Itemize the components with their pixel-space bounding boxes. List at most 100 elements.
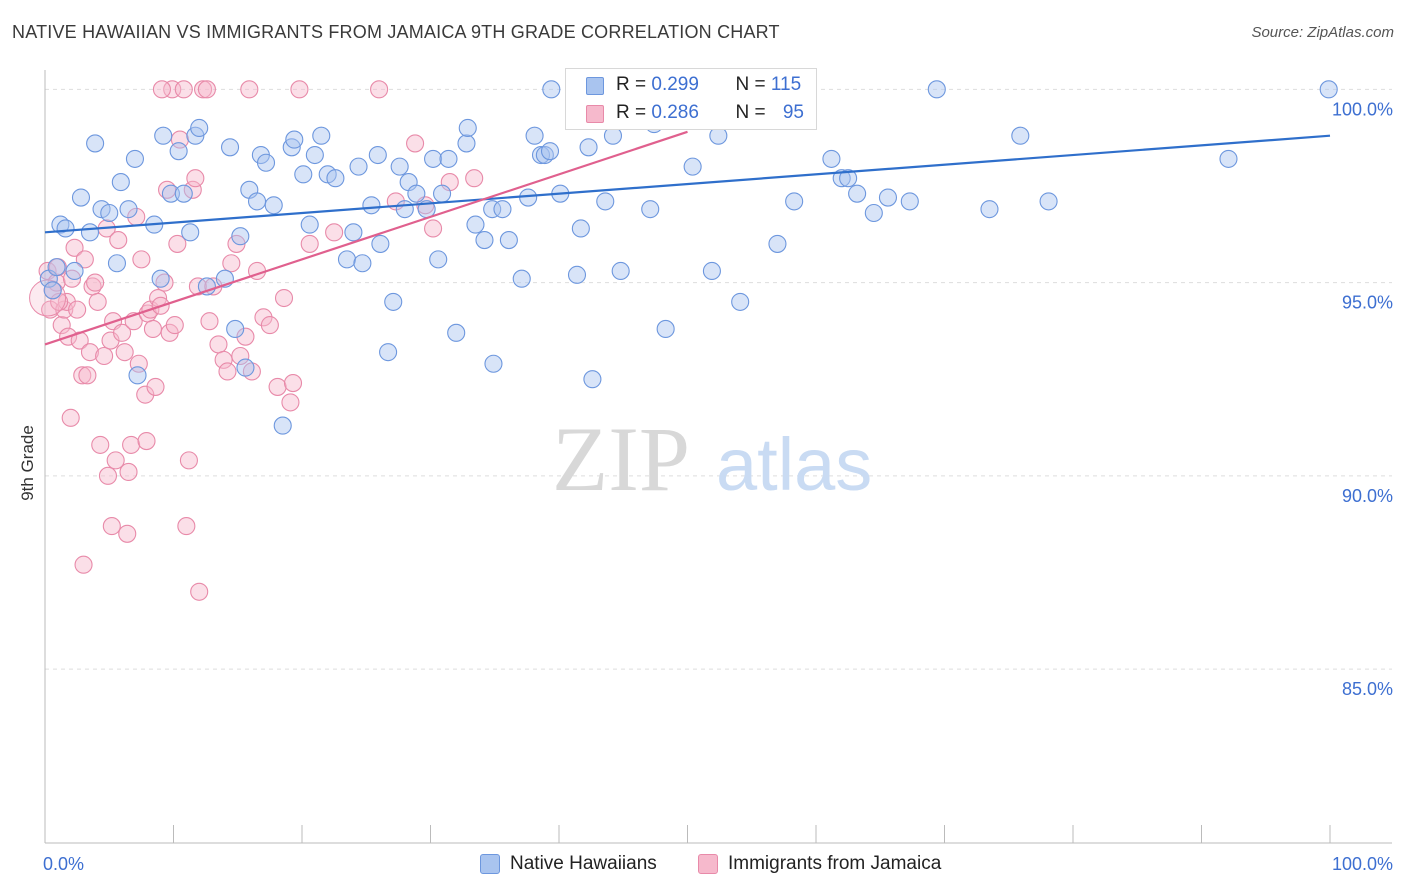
data-point-jamaica xyxy=(214,350,233,369)
x-tick-label-max: 100.0% xyxy=(1332,854,1393,874)
data-point-native-hawaiian xyxy=(579,138,598,157)
data-point-jamaica xyxy=(218,362,237,381)
data-point-native-hawaiian xyxy=(768,234,787,253)
legend-n-value: 95 xyxy=(782,102,804,123)
data-point-native-hawaiian xyxy=(86,134,105,153)
data-point-native-hawaiian xyxy=(337,250,357,269)
data-point-jamaica xyxy=(165,316,184,335)
x-tick-label-min: 0.0% xyxy=(43,854,84,874)
data-point-jamaica xyxy=(91,435,110,454)
data-point-jamaica xyxy=(240,80,259,99)
data-point-native-hawaiian xyxy=(161,184,180,203)
watermark-zip: ZIP xyxy=(552,408,690,510)
data-point-jamaica xyxy=(113,323,132,342)
data-point-native-hawaiian xyxy=(457,134,476,153)
data-point-native-hawaiian xyxy=(353,254,372,273)
data-point-jamaica xyxy=(424,219,443,238)
data-point-native-hawaiian xyxy=(285,130,304,149)
data-point-jamaica xyxy=(86,273,105,292)
data-point-jamaica xyxy=(465,169,484,188)
legend-r-label: R = xyxy=(616,74,652,95)
data-point-native-hawaiian xyxy=(174,184,193,203)
data-point-native-hawaiian xyxy=(475,231,494,250)
data-point-native-hawaiian xyxy=(466,215,485,234)
data-point-native-hawaiian xyxy=(154,126,173,145)
data-point-native-hawaiian xyxy=(226,319,245,339)
data-point-jamaica xyxy=(209,335,228,354)
data-point-jamaica xyxy=(109,231,128,250)
data-point-native-hawaiian xyxy=(864,203,883,223)
data-point-jamaica xyxy=(52,316,71,335)
data-point-jamaica xyxy=(119,462,138,482)
data-point-native-hawaiian xyxy=(390,157,409,176)
data-point-native-hawaiian xyxy=(458,118,477,138)
legend-row-jamaica: R = 0.286 N = 95 xyxy=(566,101,816,127)
data-point-native-hawaiian xyxy=(583,370,602,389)
data-point-jamaica xyxy=(132,250,151,269)
data-point-native-hawaiian xyxy=(832,169,851,188)
data-point-jamaica xyxy=(168,234,187,253)
data-point-native-hawaiian xyxy=(531,145,551,165)
data-point-jamaica xyxy=(194,80,213,99)
data-point-jamaica xyxy=(274,288,294,308)
legend-swatch-pink xyxy=(586,105,604,123)
y-tick-label: 100.0% xyxy=(1332,99,1393,119)
data-point-native-hawaiian xyxy=(731,292,750,311)
legend-series: Native Hawaiians Immigrants from Jamaica xyxy=(0,852,1406,878)
watermark: ZIP atlas xyxy=(552,408,872,510)
legend-n-label: N = xyxy=(735,74,771,95)
data-point-jamaica xyxy=(102,517,121,536)
data-point-native-hawaiian xyxy=(125,149,144,168)
data-point-native-hawaiian xyxy=(429,250,448,269)
data-point-native-hawaiian xyxy=(611,261,630,281)
data-point-jamaica xyxy=(129,354,148,373)
data-point-native-hawaiian xyxy=(1011,126,1030,145)
trend-line-native-hawaiians xyxy=(44,134,1331,234)
data-point-jamaica xyxy=(283,374,303,393)
tick-labels: 85.0% 90.0% 95.0% 100.0% 0.0% 100.0% xyxy=(43,99,1393,874)
data-point-native-hawaiian xyxy=(305,145,324,165)
data-point-jamaica xyxy=(65,238,84,257)
data-point-native-hawaiian xyxy=(256,153,276,172)
data-point-jamaica xyxy=(57,292,76,311)
data-point-jamaica xyxy=(200,312,219,331)
data-point-jamaica-cluster xyxy=(29,279,67,317)
data-point-native-hawaiian xyxy=(822,149,841,168)
data-point-native-hawaiian xyxy=(571,219,590,238)
data-point-native-hawaiian xyxy=(493,200,512,219)
data-point-jamaica xyxy=(137,431,156,451)
data-point-jamaica xyxy=(143,319,162,339)
watermark-atlas: atlas xyxy=(716,423,872,506)
series-jamaica-points xyxy=(29,80,484,601)
data-point-native-hawaiian xyxy=(300,215,319,234)
data-point-jamaica xyxy=(170,130,189,149)
data-point-native-hawaiian xyxy=(80,223,100,242)
data-point-jamaica xyxy=(281,393,300,412)
data-point-native-hawaiian xyxy=(119,200,138,219)
data-point-jamaica xyxy=(197,80,216,99)
data-point-jamaica xyxy=(370,80,389,99)
data-point-native-hawaiian xyxy=(384,292,403,311)
trend-lines xyxy=(44,130,1331,346)
legend-r-value: 0.286 xyxy=(651,102,699,123)
data-point-native-hawaiian xyxy=(878,188,898,207)
data-point-native-hawaiian xyxy=(567,265,587,284)
data-point-native-hawaiian xyxy=(71,188,91,207)
data-point-native-hawaiian xyxy=(900,192,919,211)
data-point-native-hawaiian xyxy=(424,149,443,168)
data-point-jamaica xyxy=(75,250,94,269)
data-point-jamaica xyxy=(88,292,107,311)
data-point-native-hawaiian xyxy=(1319,80,1338,99)
data-point-jamaica xyxy=(136,385,155,404)
data-point-native-hawaiian xyxy=(379,343,398,362)
axes xyxy=(44,70,1392,844)
data-point-native-hawaiian xyxy=(683,157,702,176)
data-point-native-hawaiian xyxy=(220,138,240,157)
legend-row-native-hawaiians: R = 0.299 N = 115 xyxy=(566,73,816,99)
data-point-native-hawaiian xyxy=(407,184,426,203)
data-point-native-hawaiian xyxy=(525,126,544,145)
data-point-jamaica xyxy=(179,451,198,470)
data-point-native-hawaiian xyxy=(483,200,502,219)
legend-swatch-blue xyxy=(586,77,604,95)
data-point-native-hawaiian xyxy=(927,80,946,99)
